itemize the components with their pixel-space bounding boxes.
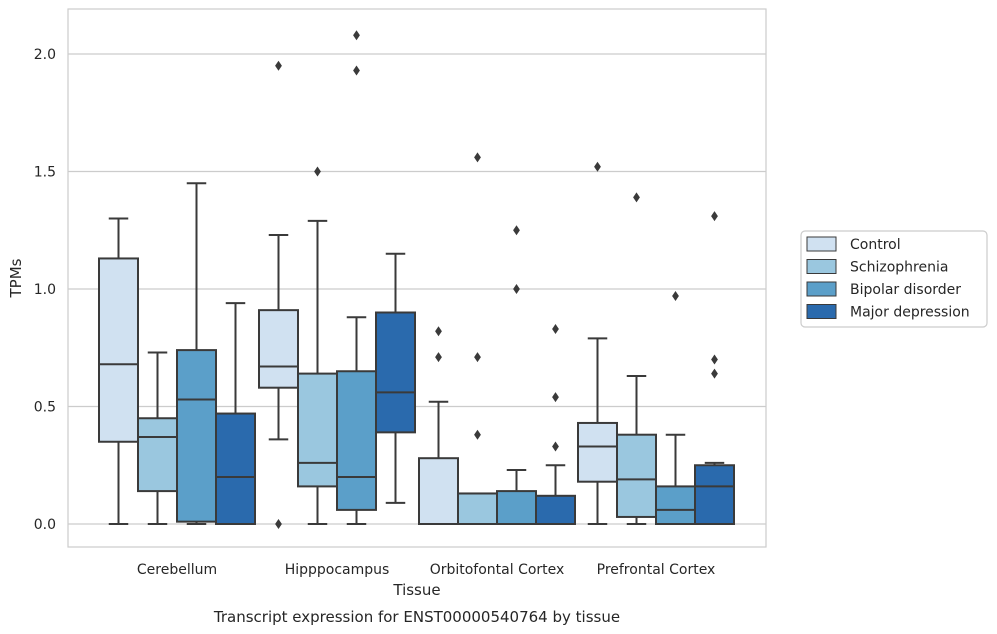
outlier-point bbox=[275, 60, 282, 71]
outlier-point bbox=[474, 352, 481, 363]
box-body bbox=[98, 257, 139, 443]
legend: Control Schizophrenia Bipolar disorder Majo… bbox=[800, 230, 988, 328]
boxes bbox=[98, 30, 735, 529]
outlier-point bbox=[353, 30, 360, 41]
y-tick-label: 1.0 bbox=[34, 282, 56, 298]
box-schizophrenia bbox=[137, 351, 178, 525]
box-bipolar-disorder bbox=[176, 182, 217, 525]
legend-label: Major depression bbox=[850, 305, 970, 321]
plot-frame bbox=[67, 8, 767, 548]
legend-swatch bbox=[806, 281, 837, 297]
outlier-point bbox=[275, 519, 282, 529]
x-tick-label: Orbitofontal Cortex bbox=[430, 562, 565, 578]
box-schizophrenia bbox=[457, 152, 498, 526]
box-control bbox=[418, 326, 459, 526]
box-major-depression bbox=[535, 323, 576, 525]
legend-label: Control bbox=[850, 237, 901, 253]
box-schizophrenia bbox=[616, 192, 657, 525]
box-body bbox=[694, 464, 735, 525]
box-major-depression bbox=[694, 211, 735, 525]
y-axis-label: TPMs bbox=[7, 258, 25, 298]
legend-label: Bipolar disorder bbox=[850, 282, 961, 298]
legend-swatch bbox=[806, 304, 837, 319]
box-control bbox=[98, 217, 139, 525]
box-body bbox=[375, 311, 416, 434]
box-body bbox=[535, 494, 576, 525]
outlier-point bbox=[353, 65, 360, 76]
outlier-point bbox=[435, 326, 442, 337]
outlier-point bbox=[711, 368, 718, 379]
legend-swatch bbox=[806, 259, 837, 274]
legend-swatch bbox=[806, 236, 837, 252]
box-bipolar-disorder bbox=[336, 30, 377, 525]
box-control bbox=[258, 60, 299, 529]
box-body bbox=[457, 492, 498, 526]
box-schizophrenia bbox=[297, 166, 338, 525]
outlier-point bbox=[552, 392, 559, 403]
outlier-point bbox=[474, 429, 481, 440]
y-tick-label: 0.5 bbox=[34, 400, 56, 416]
box-body bbox=[297, 372, 338, 488]
x-tick-labels: Cerebellum Hipppocampus Orbitofontal Corte… bbox=[137, 562, 715, 578]
chart-caption: Transcript expression for ENST0000054076… bbox=[213, 608, 620, 626]
outlier-point bbox=[633, 192, 640, 203]
outlier-point bbox=[435, 352, 442, 363]
outlier-point bbox=[474, 152, 481, 163]
y-tick-label: 2.0 bbox=[34, 47, 56, 63]
outlier-point bbox=[552, 323, 559, 334]
outlier-point bbox=[711, 211, 718, 222]
outlier-point bbox=[594, 161, 601, 172]
box-body bbox=[577, 421, 618, 483]
box-control bbox=[577, 161, 618, 525]
y-tick-label: 1.5 bbox=[34, 165, 56, 181]
box-body bbox=[616, 433, 657, 518]
outlier-point bbox=[552, 441, 559, 452]
box-major-depression bbox=[215, 302, 256, 525]
legend-label: Schizophrenia bbox=[850, 260, 948, 276]
box-body bbox=[418, 457, 459, 526]
outlier-point bbox=[513, 284, 520, 294]
outlier-point bbox=[672, 291, 679, 302]
box-body bbox=[215, 412, 256, 525]
outlier-point bbox=[314, 166, 321, 177]
box-body bbox=[496, 490, 537, 526]
box-body bbox=[336, 370, 377, 511]
box-bipolar-disorder bbox=[496, 225, 537, 526]
box-major-depression bbox=[375, 252, 416, 504]
y-tick-label: 0.0 bbox=[34, 517, 56, 533]
x-axis-label: Tissue bbox=[392, 581, 440, 599]
box-body bbox=[137, 417, 178, 493]
outlier-point bbox=[513, 225, 520, 236]
y-tick-labels: 0.0 0.5 1.0 1.5 2.0 bbox=[34, 47, 56, 533]
legend-frame bbox=[800, 230, 988, 328]
x-tick-label: Cerebellum bbox=[137, 562, 217, 578]
box-body bbox=[176, 349, 217, 523]
box-body bbox=[258, 309, 299, 389]
box-body bbox=[655, 485, 696, 525]
x-tick-label: Prefrontal Cortex bbox=[597, 562, 716, 578]
box-bipolar-disorder bbox=[655, 291, 696, 525]
outlier-point bbox=[711, 354, 718, 365]
x-tick-label: Hipppocampus bbox=[285, 562, 390, 578]
